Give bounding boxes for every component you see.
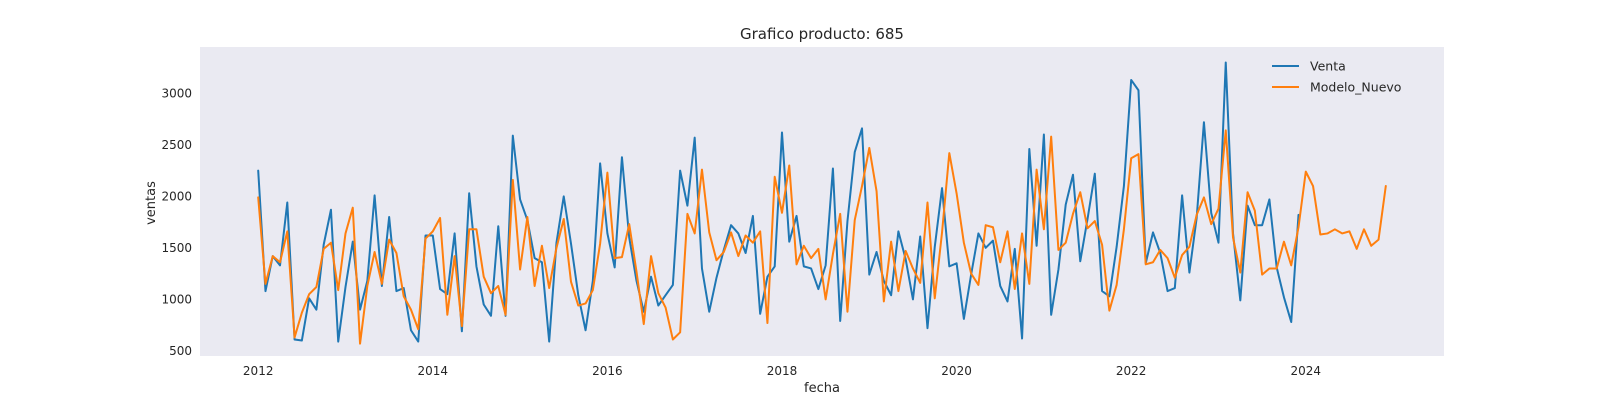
x-tick-label: 2020: [941, 364, 972, 378]
x-axis-ticks: 2012 2014 2016 2018 2020 2022 2024: [243, 364, 1321, 378]
y-axis-ticks: 500 1000 1500 2000 2500 3000: [161, 86, 192, 358]
y-tick-label: 1000: [161, 292, 192, 306]
x-tick-label: 2012: [243, 364, 274, 378]
legend-label: Modelo_Nuevo: [1310, 80, 1401, 95]
plot-area-background: [200, 47, 1444, 356]
legend-label: Venta: [1310, 59, 1346, 74]
y-tick-label: 500: [169, 344, 192, 358]
x-tick-label: 2018: [767, 364, 798, 378]
legend: Venta Modelo_Nuevo: [1272, 59, 1401, 95]
series-line-modelo-nuevo: [257, 129, 1387, 345]
x-tick-label: 2014: [418, 364, 449, 378]
chart-title: Grafico producto: 685: [740, 25, 904, 43]
x-tick-label: 2024: [1291, 364, 1322, 378]
x-axis-title: fecha: [804, 381, 840, 396]
y-tick-label: 2000: [161, 189, 192, 203]
y-tick-label: 1500: [161, 241, 192, 255]
x-tick-label: 2022: [1116, 364, 1147, 378]
series-layer: [257, 61, 1387, 345]
y-tick-label: 3000: [161, 86, 192, 100]
y-axis-title: ventas: [144, 181, 159, 225]
x-tick-label: 2016: [592, 364, 623, 378]
y-tick-label: 2500: [161, 138, 192, 152]
